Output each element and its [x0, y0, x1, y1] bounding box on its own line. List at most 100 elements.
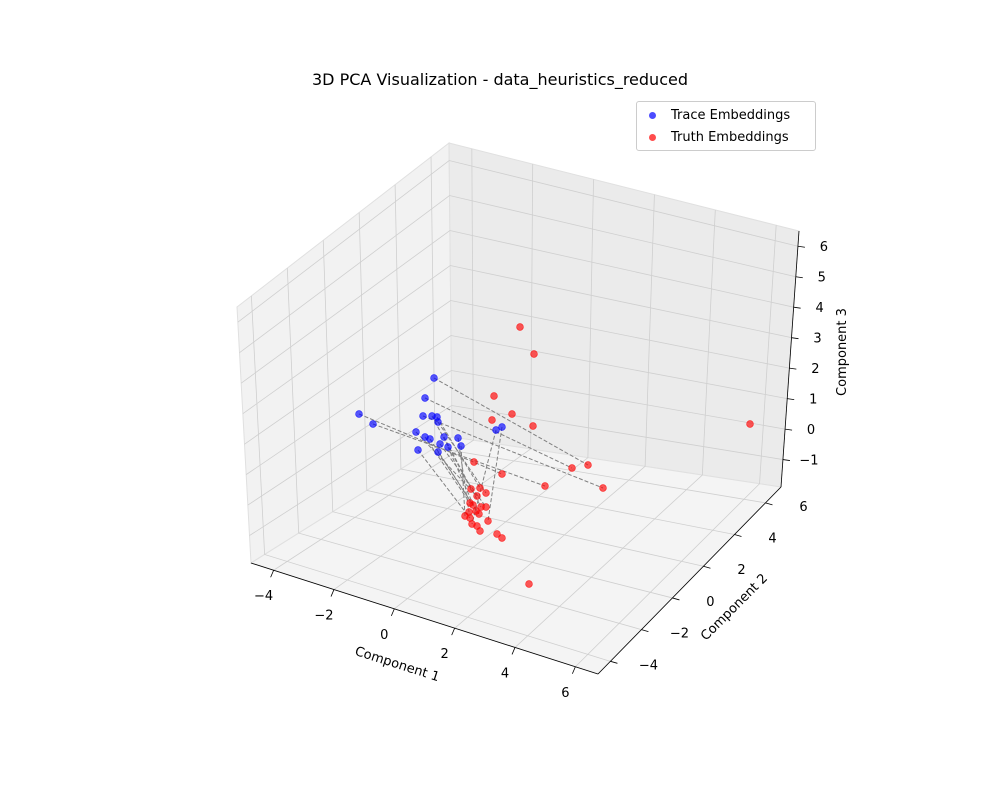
pair-link [437, 421, 487, 494]
x-gridline [454, 194, 655, 629]
y-tick-label: −2 [670, 627, 689, 642]
trace-point [498, 423, 506, 431]
y-tick [610, 660, 618, 664]
z-tick-label: 6 [820, 240, 828, 255]
x-gridline [394, 179, 594, 610]
x-gridline [575, 225, 777, 668]
legend-label-trace: Trace Embeddings [671, 107, 791, 123]
truth-point [746, 420, 754, 428]
y-tick-label: 0 [706, 595, 714, 610]
truth-point [488, 416, 496, 424]
trace-point [369, 420, 377, 428]
truth-point [599, 484, 607, 492]
z-gridline [247, 370, 786, 506]
z-tick-label: 5 [818, 271, 826, 286]
trace-point [492, 426, 500, 434]
trace-point [355, 410, 363, 418]
z-gridline [249, 405, 783, 536]
pair-link [439, 443, 487, 508]
pair-link [424, 436, 471, 504]
z-tick [782, 459, 790, 461]
x-gridline [273, 148, 474, 571]
x-tick-label: 2 [441, 647, 449, 662]
z-gridline [240, 230, 794, 384]
pair-link [457, 437, 470, 513]
z-gridline [242, 265, 792, 414]
z-tick [785, 428, 793, 431]
trace-point [412, 428, 420, 436]
truth-point [482, 503, 490, 511]
x-axis-label: Component 1 [353, 644, 441, 685]
truth-point [493, 530, 501, 538]
back-pane [448, 142, 800, 488]
x-tick-label: 4 [501, 666, 509, 681]
y-tick-label: 4 [768, 532, 776, 547]
y-tick-label: 6 [799, 500, 807, 515]
pair-link [372, 423, 546, 487]
truth-point [525, 580, 533, 588]
z-tick [795, 276, 803, 279]
y-tick-label: −4 [639, 658, 658, 673]
trace-point [454, 434, 462, 442]
truth-point [482, 489, 490, 497]
z-tick-label: 3 [813, 332, 821, 347]
y-gridline [358, 212, 704, 567]
trace-point [419, 412, 427, 420]
legend-item-trace: Trace Embeddings [649, 105, 790, 125]
trace-point [434, 448, 442, 456]
z-tick [791, 337, 799, 340]
chart-title: 3D PCA Visualization - data_heuristics_r… [312, 70, 688, 89]
x-tick [572, 666, 576, 674]
z-tick [789, 367, 797, 370]
x-tick [451, 627, 456, 636]
trace-point [421, 394, 429, 402]
y-gridline [286, 268, 642, 631]
x-gridline [514, 209, 716, 648]
legend: Trace Embeddings Truth Embeddings [636, 101, 816, 151]
z-tick-label: 4 [816, 301, 824, 316]
pair-link [433, 377, 589, 466]
z-gridline [245, 335, 788, 475]
pair-link [422, 415, 604, 489]
y-tick-label: 2 [737, 563, 745, 578]
z-axis-line [780, 230, 800, 488]
x-tick-label: 6 [561, 686, 569, 701]
z-tick [793, 306, 801, 309]
pair-link [487, 426, 503, 522]
y-gridline [430, 156, 766, 504]
z-tick-label: 2 [811, 362, 819, 377]
trace-point [436, 440, 444, 448]
x-tick-label: −2 [314, 609, 333, 624]
truth-point [568, 464, 576, 472]
truth-point [584, 461, 592, 469]
trace-point [457, 442, 465, 450]
trace-point [434, 418, 442, 426]
truth-point [516, 323, 524, 331]
z-tick [787, 398, 795, 401]
truth-point [530, 350, 538, 358]
pair-link [436, 416, 481, 489]
z-gridline [237, 160, 799, 323]
truth-point [470, 458, 478, 466]
z-tick-label: 1 [809, 393, 817, 408]
y-gridline [322, 240, 673, 599]
truth-point [508, 410, 516, 418]
x-tick [511, 647, 516, 655]
truth-point [473, 492, 481, 500]
x-tick-label: 0 [380, 628, 388, 643]
x-axis-line [250, 562, 599, 675]
truth-point [484, 517, 492, 525]
truth-point [490, 392, 498, 400]
legend-label-truth: Truth Embeddings [671, 129, 789, 145]
truth-point [541, 482, 549, 490]
pair-link [358, 413, 503, 475]
truth-point [476, 484, 484, 492]
truth-point [529, 422, 537, 430]
y-tick [765, 502, 773, 506]
z-tick-label: −1 [799, 454, 818, 469]
y-tick [734, 534, 742, 537]
back-panes [236, 141, 800, 675]
truth-point [467, 485, 475, 493]
legend-marker-truth [649, 133, 656, 141]
trace-point [426, 435, 434, 443]
